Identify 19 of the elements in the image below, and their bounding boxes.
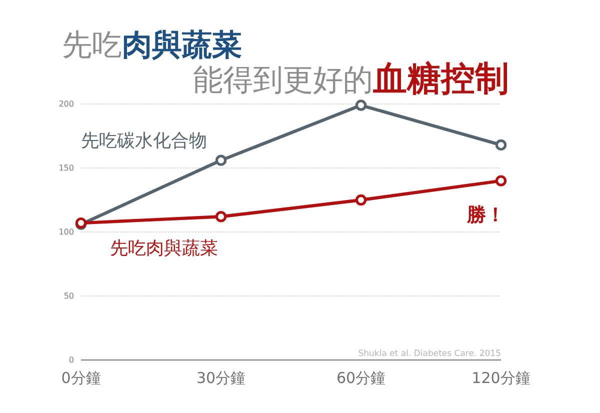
x-tick-label: 60分鐘: [336, 369, 386, 387]
y-tick-label: 150: [58, 164, 74, 172]
point: [215, 211, 227, 222]
y-tick-label: 100: [58, 228, 74, 236]
point: [495, 175, 507, 186]
series-label: 先吃碳水化合物: [81, 130, 207, 152]
y-tick-label: 50: [64, 292, 74, 300]
x-tick-label: 30分鐘: [196, 369, 246, 387]
point: [215, 154, 227, 166]
y-tick-label: 0: [68, 356, 74, 364]
x-tick-label: 120分鐘: [472, 369, 530, 387]
point: [355, 194, 367, 206]
point: [495, 139, 507, 151]
series-label: 先吃肉與蔬菜: [110, 238, 218, 260]
y-tick-label: 200: [58, 100, 74, 108]
annotation: 勝！: [466, 204, 505, 226]
x-tick-label: 0分鐘: [61, 369, 101, 387]
annotation: Shukla et al. Diabetes Care. 2015: [358, 349, 501, 359]
point: [355, 100, 367, 111]
